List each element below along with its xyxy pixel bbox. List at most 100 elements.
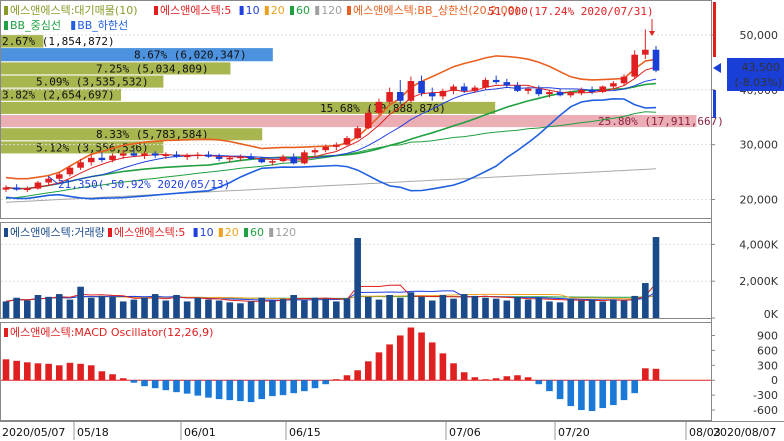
candle-body — [375, 101, 383, 113]
macd-bar — [194, 380, 202, 396]
x-tick-label: 2020/05/07 — [2, 426, 65, 439]
macd-legend-swatch — [4, 328, 8, 337]
volume-legend-swatch — [269, 228, 274, 237]
macd-bar — [141, 380, 148, 387]
volume-bar — [375, 299, 383, 318]
candle-body — [439, 90, 447, 97]
volume-bar — [460, 294, 468, 318]
range-bar-red — [713, 2, 716, 57]
candle-body — [620, 76, 628, 84]
candle-body — [119, 153, 127, 156]
candle-body — [471, 87, 479, 91]
volume-bar — [45, 296, 52, 318]
volume-legend-label: 에스앤에스텍:5 — [114, 226, 185, 239]
volume-bar — [215, 300, 223, 318]
macd-bar — [599, 380, 607, 409]
x-tick-label: 2020/08/07 — [713, 426, 776, 439]
candle-body — [407, 81, 415, 101]
volume-legend-label: 10 — [200, 226, 214, 239]
macd-bar — [311, 380, 319, 389]
macd-bar — [364, 361, 372, 381]
volume-bar — [567, 298, 575, 318]
candle-body — [322, 146, 329, 151]
ma5-line — [5, 66, 657, 190]
macd-bar — [258, 380, 266, 400]
volume-profile-bar — [1, 75, 164, 88]
volume-bar — [162, 300, 170, 318]
volume-bar — [535, 297, 543, 318]
price-tick-label: 50,000 — [740, 29, 779, 42]
macd-bar — [652, 368, 660, 381]
candle-body — [556, 91, 564, 96]
macd-bar — [524, 377, 532, 381]
candle-body — [631, 54, 638, 77]
macd-bar — [375, 352, 383, 381]
current-change: (-8.03%) — [735, 76, 783, 89]
macd-bar — [642, 368, 649, 381]
volume-profile-label: 8.67% (6,020,347) — [134, 49, 247, 62]
vol-ma5-line — [5, 282, 657, 302]
volume-bar — [237, 303, 244, 318]
volume-bar — [599, 301, 607, 318]
volume-bar — [322, 298, 329, 318]
price-legend-label: 에스앤에스텍:5 — [160, 4, 231, 17]
candle-body — [98, 157, 106, 161]
candle-body — [237, 156, 244, 159]
macd-bar — [535, 380, 543, 385]
volume-bar — [642, 283, 649, 318]
candle-body — [87, 157, 95, 163]
volume-profile-bar — [1, 88, 122, 101]
macd-bar — [439, 353, 447, 381]
price-legend-label: 60 — [296, 4, 310, 17]
volume-bar — [450, 298, 457, 318]
candle-body — [215, 156, 223, 159]
price-legend-label: 에스앤에스텍:BB_상한선(20,2.00) — [353, 4, 519, 17]
volume-tick-label: 2,000K — [739, 275, 778, 288]
candle-body — [364, 112, 372, 129]
volume-profile-label: 5.12% (3,556,536) — [36, 141, 149, 154]
volume-bar — [183, 301, 191, 318]
volume-bar — [247, 301, 255, 318]
candle-body — [492, 79, 500, 83]
x-tick-label: 07/20 — [558, 426, 590, 439]
macd-bar — [205, 380, 212, 398]
macd-bar — [354, 370, 361, 381]
moving-average-layer — [5, 55, 657, 302]
macd-bar — [2, 359, 10, 381]
candle-body — [13, 187, 20, 190]
candle-body — [514, 85, 521, 91]
candle-body — [109, 155, 116, 161]
volume-bar — [503, 300, 511, 318]
volume-bar — [24, 300, 31, 318]
macd-bar — [514, 375, 521, 381]
ma120-line — [5, 168, 657, 203]
macd-bar — [631, 380, 638, 394]
price-legend-label: 10 — [246, 4, 260, 17]
macd-bar — [77, 363, 84, 381]
candle-body — [162, 154, 170, 157]
macd-bar — [460, 372, 468, 381]
macd-legend-label: 에스앤에스텍:MACD Oscillator(12,26,9) — [10, 326, 213, 339]
ma10-line — [5, 78, 657, 190]
volume-legend-label: 20 — [225, 226, 239, 239]
macd-bar — [45, 363, 52, 381]
volume-bar — [66, 299, 74, 318]
candle-body — [588, 89, 596, 92]
macd-bar — [567, 380, 575, 407]
price-tick-label: 20,000 — [740, 194, 779, 207]
candle-body — [524, 88, 532, 91]
macd-bar — [322, 380, 329, 385]
macd-bar — [130, 380, 138, 383]
macd-bar — [162, 380, 170, 391]
volume-bar — [546, 301, 553, 318]
macd-bar — [450, 363, 457, 381]
candle-body — [34, 182, 42, 189]
candle-body — [460, 86, 468, 91]
macd-bar — [556, 380, 564, 400]
volume-profile-label: 3.82% (2,654,697) — [2, 89, 115, 102]
macd-bar — [610, 380, 617, 406]
macd-bar — [503, 376, 511, 381]
price-legend-swatch — [239, 6, 244, 15]
volume-tick-label: 0K — [764, 308, 779, 321]
